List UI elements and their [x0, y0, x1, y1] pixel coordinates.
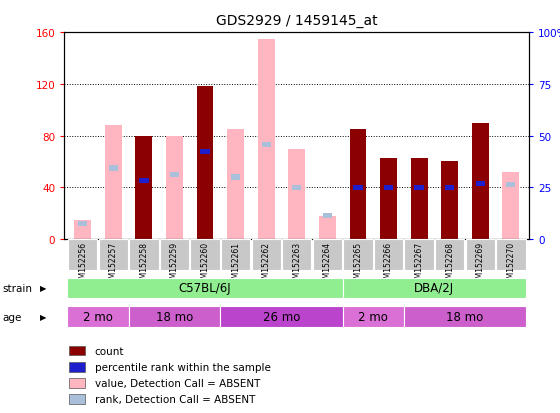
- Text: GSM152257: GSM152257: [109, 242, 118, 288]
- FancyBboxPatch shape: [99, 240, 128, 271]
- FancyBboxPatch shape: [129, 240, 158, 271]
- Text: DBA/2J: DBA/2J: [414, 282, 455, 294]
- Bar: [441, 162, 458, 240]
- FancyBboxPatch shape: [374, 240, 403, 271]
- Bar: [506, 183, 515, 188]
- Bar: [166, 136, 183, 240]
- Text: C57BL/6J: C57BL/6J: [179, 282, 231, 294]
- FancyBboxPatch shape: [160, 240, 189, 271]
- FancyBboxPatch shape: [343, 307, 404, 327]
- Text: GSM152262: GSM152262: [262, 242, 270, 287]
- Text: value, Detection Call = ABSENT: value, Detection Call = ABSENT: [95, 378, 260, 388]
- Text: GSM152259: GSM152259: [170, 242, 179, 288]
- Bar: [475, 181, 485, 187]
- FancyBboxPatch shape: [129, 307, 220, 327]
- Bar: [74, 220, 91, 240]
- Bar: [384, 185, 393, 190]
- Text: 2 mo: 2 mo: [358, 311, 388, 323]
- Bar: [445, 185, 454, 190]
- FancyBboxPatch shape: [404, 240, 434, 271]
- Text: GSM152270: GSM152270: [506, 242, 515, 288]
- Text: 18 mo: 18 mo: [446, 311, 484, 323]
- Text: GSM152258: GSM152258: [139, 242, 148, 287]
- FancyBboxPatch shape: [496, 240, 525, 271]
- FancyBboxPatch shape: [312, 240, 342, 271]
- Text: GSM152268: GSM152268: [445, 242, 454, 287]
- Text: strain: strain: [3, 283, 33, 293]
- Bar: [414, 185, 424, 190]
- Bar: [227, 130, 244, 240]
- Bar: [139, 179, 148, 184]
- Bar: [288, 149, 305, 240]
- Bar: [258, 40, 274, 240]
- FancyBboxPatch shape: [343, 278, 526, 298]
- FancyBboxPatch shape: [465, 240, 495, 271]
- Text: GSM152266: GSM152266: [384, 242, 393, 288]
- Bar: [136, 136, 152, 240]
- FancyBboxPatch shape: [67, 307, 129, 327]
- Bar: [170, 173, 179, 178]
- Bar: [380, 158, 397, 240]
- Text: GSM152265: GSM152265: [353, 242, 362, 288]
- Text: GSM152267: GSM152267: [414, 242, 423, 288]
- FancyBboxPatch shape: [68, 240, 97, 271]
- Bar: [410, 158, 427, 240]
- Bar: [105, 126, 122, 240]
- Text: ▶: ▶: [40, 313, 47, 321]
- Text: GSM152263: GSM152263: [292, 242, 301, 288]
- Text: GSM152256: GSM152256: [78, 242, 87, 288]
- Text: GDS2929 / 1459145_at: GDS2929 / 1459145_at: [216, 14, 377, 28]
- Text: count: count: [95, 346, 124, 356]
- Text: age: age: [3, 312, 22, 322]
- Text: GSM152264: GSM152264: [323, 242, 332, 288]
- Bar: [349, 130, 366, 240]
- Bar: [319, 216, 336, 240]
- FancyBboxPatch shape: [404, 307, 526, 327]
- Bar: [262, 143, 271, 148]
- Bar: [109, 166, 118, 171]
- FancyBboxPatch shape: [282, 240, 311, 271]
- Bar: [292, 185, 301, 190]
- Bar: [231, 175, 240, 180]
- FancyBboxPatch shape: [67, 278, 343, 298]
- Text: GSM152261: GSM152261: [231, 242, 240, 287]
- Bar: [502, 173, 519, 240]
- Text: percentile rank within the sample: percentile rank within the sample: [95, 362, 270, 372]
- Bar: [78, 221, 87, 227]
- Text: 18 mo: 18 mo: [156, 311, 193, 323]
- Bar: [197, 87, 213, 240]
- FancyBboxPatch shape: [221, 240, 250, 271]
- Text: rank, Detection Call = ABSENT: rank, Detection Call = ABSENT: [95, 394, 255, 404]
- Bar: [69, 362, 85, 372]
- Text: 2 mo: 2 mo: [83, 311, 113, 323]
- Bar: [323, 214, 332, 219]
- FancyBboxPatch shape: [190, 240, 220, 271]
- FancyBboxPatch shape: [251, 240, 281, 271]
- FancyBboxPatch shape: [435, 240, 464, 271]
- Bar: [353, 185, 362, 190]
- Text: 26 mo: 26 mo: [263, 311, 300, 323]
- Bar: [69, 346, 85, 356]
- FancyBboxPatch shape: [220, 307, 343, 327]
- Bar: [69, 394, 85, 404]
- Text: GSM152260: GSM152260: [200, 242, 209, 288]
- Bar: [200, 149, 209, 154]
- Bar: [69, 378, 85, 388]
- Text: ▶: ▶: [40, 284, 47, 292]
- Text: GSM152269: GSM152269: [476, 242, 485, 288]
- FancyBboxPatch shape: [343, 240, 372, 271]
- Bar: [472, 123, 489, 240]
